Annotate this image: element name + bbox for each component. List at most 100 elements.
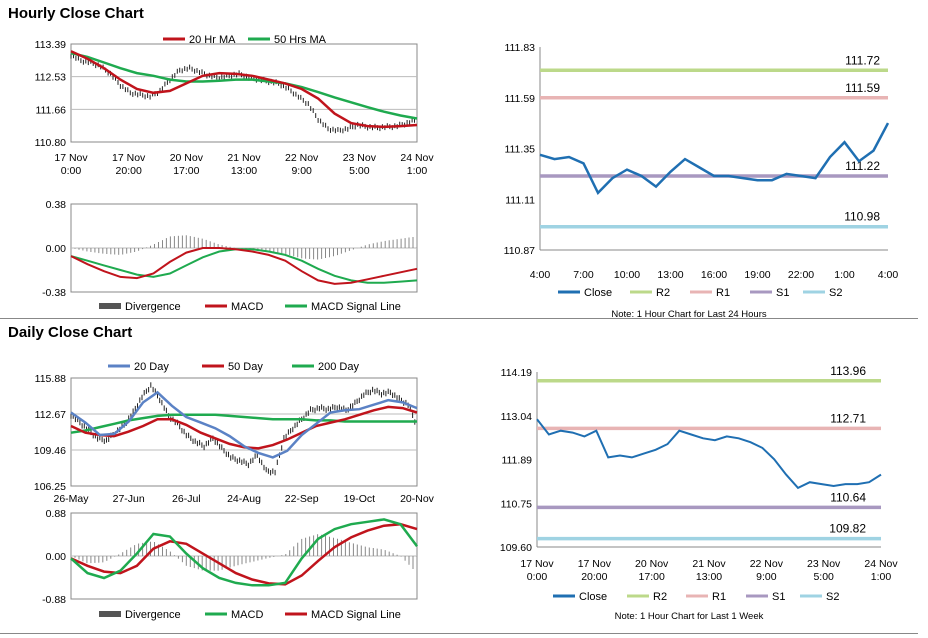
hourly-price-xtick: 21 Nov <box>227 152 261 164</box>
hourly-macd-ytick: -0.38 <box>42 287 66 299</box>
daily-levels-ytick: 109.60 <box>500 542 532 554</box>
hourly-levels-ytick: 110.87 <box>504 245 535 257</box>
daily-level-label-r1: 112.71 <box>830 411 866 425</box>
daily-levels-xtick: 22 Nov <box>750 558 784 570</box>
hourly-price-xtick: 1:00 <box>407 165 428 177</box>
legend-hourly-macd-label: MACD <box>231 301 263 313</box>
hourly-price-xtick: 13:00 <box>231 165 257 177</box>
hourly-levels-xtick: 16:00 <box>701 269 727 281</box>
hourly-levels-ytick: 111.35 <box>504 144 535 156</box>
daily-levels-xtick: 5:00 <box>813 571 834 583</box>
daily-macd-ytick: -0.88 <box>42 594 66 606</box>
daily-levels-ytick: 113.04 <box>501 411 532 423</box>
daily-price-frame <box>70 377 418 487</box>
daily-levels-xtick: 17 Nov <box>578 558 612 570</box>
hourly-levels-xtick: 22:00 <box>788 269 814 281</box>
daily-signal-line <box>70 522 418 586</box>
hourly-levels-ytick: 111.11 <box>505 194 535 206</box>
daily-macd-line <box>70 518 418 587</box>
daily-levels-xtick: 20 Nov <box>635 558 669 570</box>
daily-close-line <box>536 418 882 490</box>
daily-levels-xtick: 20:00 <box>581 571 607 583</box>
hourly-levels-ytick: 111.59 <box>504 93 535 105</box>
hourly-price-xtick: 22 Nov <box>285 152 319 164</box>
daily-macd-ytick: 0.00 <box>46 551 67 563</box>
daily-levels-xtick: 13:00 <box>696 571 722 583</box>
daily-levels-xtick: 17:00 <box>639 571 665 583</box>
daily-20-line <box>70 390 418 459</box>
legend-daily-s1-label: S1 <box>772 591 785 603</box>
hourly-signal-line <box>70 248 418 284</box>
hourly-price-xtick: 17 Nov <box>112 152 146 164</box>
daily-levels-xtick: 9:00 <box>756 571 777 583</box>
daily-macd-frame <box>70 512 418 600</box>
daily-price-ytick: 106.25 <box>34 481 66 493</box>
daily-levels-xtick: 1:00 <box>871 571 892 583</box>
hourly-level-label-r1: 111.59 <box>845 81 880 95</box>
hourly-ma20-line <box>70 50 418 129</box>
hourly-levels-xtick: 4:00 <box>878 269 899 281</box>
hourly-levels-xtick: 1:00 <box>834 269 855 281</box>
hourly-price-xtick: 23 Nov <box>343 152 377 164</box>
hourly-macd-ytick: 0.38 <box>46 199 67 211</box>
legend-daily-s2-label: S2 <box>826 591 839 603</box>
hourly-price-xtick: 17:00 <box>173 165 199 177</box>
hourly-level-label-s1: 111.22 <box>845 159 880 173</box>
legend-daily-divergence-swatch <box>99 611 121 617</box>
daily-levels-ytick: 114.19 <box>501 367 532 379</box>
bottom-divider <box>0 633 918 634</box>
hourly-price-ytick: 110.80 <box>35 137 66 149</box>
hourly-price-xtick: 0:00 <box>61 165 82 177</box>
daily-macd-ytick: 0.88 <box>46 508 67 520</box>
daily-price-xtick: 27-Jun <box>113 493 145 505</box>
hourly-levels-xtick: 4:00 <box>530 269 551 281</box>
daily-price-xtick: 24-Aug <box>227 493 261 505</box>
hourly-price-ytick: 111.66 <box>35 104 66 116</box>
hourly-levels-xtick: 7:00 <box>573 269 594 281</box>
legend-day200-label: 200 Day <box>318 361 359 373</box>
daily-200-line <box>70 413 417 434</box>
legend-hourly-signal-label: MACD Signal Line <box>311 301 401 313</box>
daily-price-xtick: 19-Oct <box>344 493 376 505</box>
hourly-close-line <box>539 122 890 196</box>
daily-levels-xtick: 17 Nov <box>520 558 554 570</box>
hourly-price-xtick: 5:00 <box>349 165 370 177</box>
hourly-macd-ytick: 0.00 <box>46 243 67 255</box>
hourly-ma50-line <box>70 51 418 120</box>
legend-daily-signal-label: MACD Signal Line <box>311 609 401 621</box>
daily-levels-xtick: 21 Nov <box>692 558 726 570</box>
daily-level-label-s2: 109.82 <box>829 522 866 536</box>
hourly-price-xtick: 9:00 <box>291 165 312 177</box>
legend-ma20-label: 20 Hr MA <box>189 34 236 46</box>
daily-price-xtick: 22-Sep <box>285 493 319 505</box>
daily-price-ytick: 112.67 <box>35 409 66 421</box>
daily-section-title: Daily Close Chart <box>8 324 133 341</box>
hourly-section-title: Hourly Close Chart <box>8 5 144 22</box>
hourly-price-xtick: 24 Nov <box>400 152 434 164</box>
daily-levels-ytick: 111.89 <box>501 455 532 467</box>
legend-ma50-label: 50 Hrs MA <box>274 34 327 46</box>
legend-hourly-s1-label: S1 <box>776 287 789 299</box>
daily-price-ytick: 115.88 <box>35 373 66 385</box>
daily-level-label-s1: 110.64 <box>830 490 866 504</box>
legend-day20-label: 20 Day <box>134 361 169 373</box>
hourly-level-label-r2: 111.72 <box>845 53 880 67</box>
daily-50-line <box>70 405 418 450</box>
daily-price-xtick: 26-Jul <box>172 493 201 505</box>
hourly-level-label-s2: 110.98 <box>844 210 880 224</box>
hourly-price-frame <box>70 43 418 143</box>
legend-hourly-divergence-swatch <box>99 303 121 309</box>
legend-hourly-s2-label: S2 <box>829 287 842 299</box>
daily-price-xtick: 20-Nov <box>400 493 435 505</box>
hourly-price-xtick: 17 Nov <box>54 152 88 164</box>
hourly-macd-frame <box>70 203 418 293</box>
legend-hourly-r1-label: R1 <box>716 287 730 299</box>
hourly-price-ytick: 112.53 <box>35 72 66 84</box>
legend-day50-label: 50 Day <box>228 361 263 373</box>
hourly-macd-line <box>70 247 418 285</box>
section-divider <box>0 318 918 319</box>
legend-daily-r1-label: R1 <box>712 591 726 603</box>
hourly-levels-xtick: 13:00 <box>657 269 683 281</box>
daily-level-label-r2: 113.96 <box>830 364 866 378</box>
